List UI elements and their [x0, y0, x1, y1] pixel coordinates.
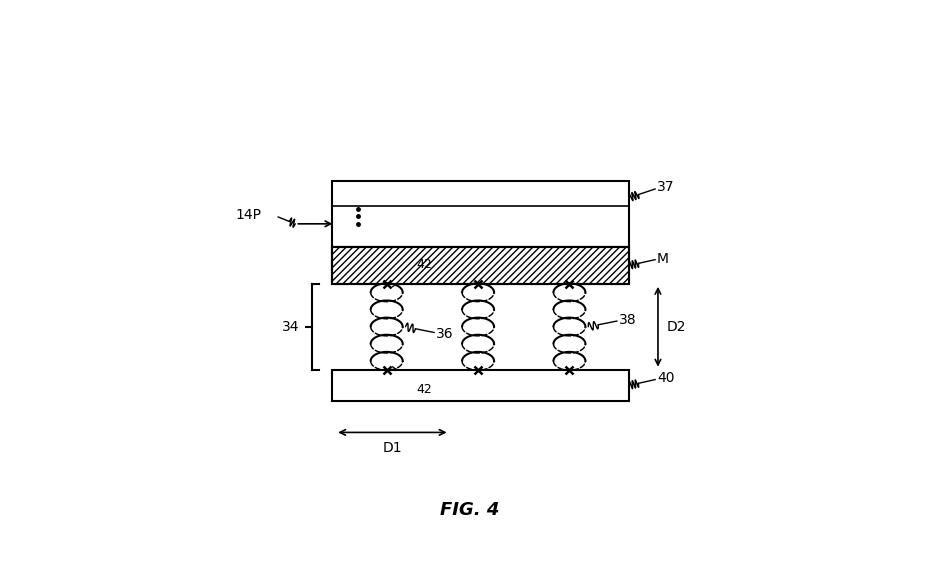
- Text: 34: 34: [283, 320, 300, 334]
- Text: 14P: 14P: [235, 208, 261, 222]
- Text: 40: 40: [656, 371, 674, 386]
- Text: D1: D1: [382, 441, 402, 455]
- Text: 42: 42: [416, 383, 432, 395]
- Text: 37: 37: [656, 180, 674, 194]
- Bar: [332, 370, 629, 401]
- Text: FIG. 4: FIG. 4: [439, 501, 500, 518]
- Bar: [332, 181, 629, 247]
- Text: 42: 42: [416, 258, 432, 271]
- Text: 38: 38: [619, 313, 637, 327]
- Bar: [332, 247, 629, 284]
- Text: D2: D2: [667, 320, 686, 334]
- Text: M: M: [656, 252, 669, 266]
- Bar: [332, 247, 629, 284]
- Text: 36: 36: [436, 326, 454, 340]
